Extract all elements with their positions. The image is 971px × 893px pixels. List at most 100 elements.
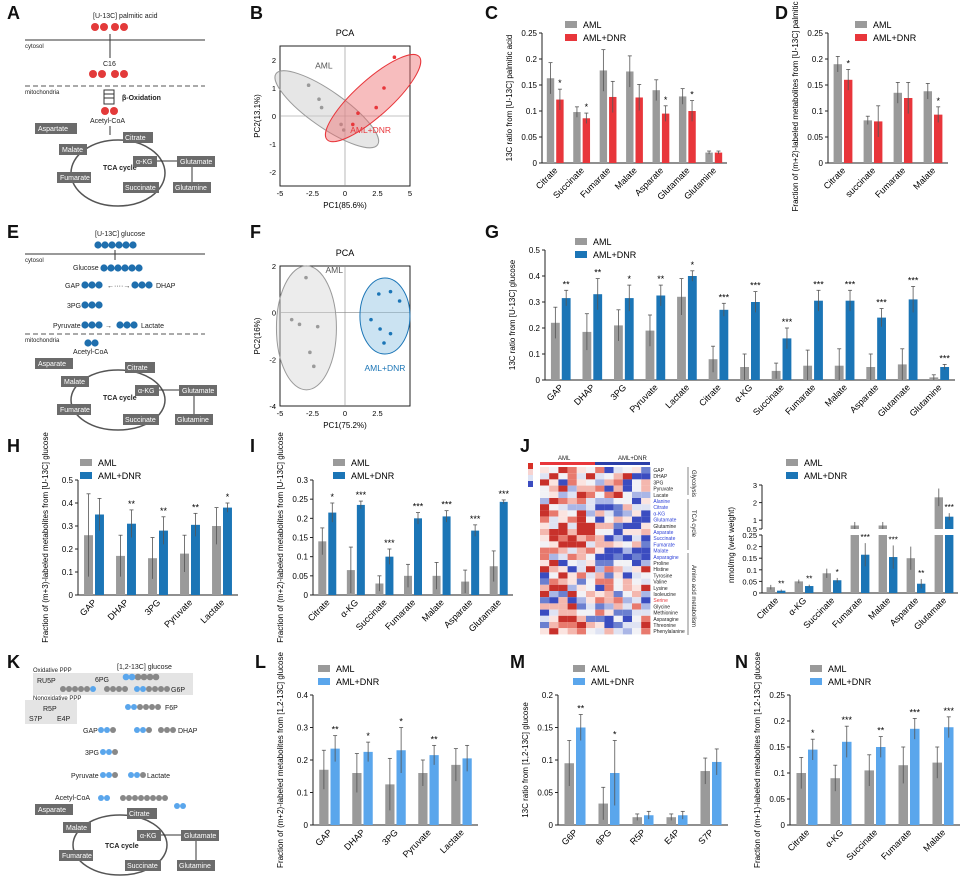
legend-label-aml: AML	[336, 664, 355, 674]
pca-point	[317, 97, 321, 101]
heatmap-cell	[567, 510, 577, 517]
heatmap-cell	[604, 609, 614, 616]
significance-mark: ***	[384, 538, 395, 548]
heatmap-cell	[586, 498, 596, 505]
chart-f-pca: PCA -5 -2.5 0 2.5 -4 -2 0 2 PC1(75.2%) PC2(16%) AML…	[253, 248, 411, 430]
significance-mark: *	[226, 492, 230, 502]
bar-dnr	[719, 309, 729, 380]
heatmap-cell	[641, 473, 651, 480]
heatmap-cell	[549, 591, 559, 598]
legend-label-dnr: AML+DNR	[591, 677, 635, 687]
y-tick-label: 1	[272, 84, 276, 93]
heatmap-row-label: Asparate	[653, 530, 673, 536]
heatmap-cell	[632, 510, 642, 517]
heatmap-cell	[632, 566, 642, 573]
y-tick-label: 0	[536, 376, 541, 385]
y-tick-label: 0.25	[292, 495, 308, 504]
beta-oxidation-icon	[103, 89, 115, 105]
heatmap-cell	[622, 572, 632, 579]
heatmap-cell	[595, 516, 605, 523]
heatmap-cell	[567, 504, 577, 511]
heatmap-cell	[558, 491, 568, 498]
bar-dnr	[223, 507, 232, 595]
heatmap-cell	[632, 535, 642, 542]
bar-dnr	[191, 524, 200, 595]
legend-swatch-dnr	[786, 472, 798, 479]
heatmap-cell	[567, 479, 577, 486]
heatmap-cell	[641, 485, 651, 492]
legend-swatch-dnr	[855, 34, 867, 41]
heatmap-cell	[641, 603, 651, 610]
x-tick-label: Citrate	[786, 827, 812, 853]
heatmap-cell	[632, 560, 642, 567]
heatmap-cell	[586, 547, 596, 554]
heatmap-cell	[576, 603, 586, 610]
y-axis-label: Fraction of (m+1)-labeled metabolites fr…	[753, 652, 762, 868]
heatmap-cell	[613, 535, 623, 542]
heatmap-row-label: Malate	[653, 549, 668, 555]
heatmap-cell	[595, 560, 605, 567]
x-axis-label: PC1(85.6%)	[323, 201, 367, 210]
bar-dnr	[845, 300, 855, 380]
diagram-a-acetyl: Acetyl-CoA	[90, 118, 125, 125]
heatmap-cell	[567, 541, 577, 548]
y-tick-label: -1	[269, 140, 276, 149]
heatmap-cell	[613, 597, 623, 604]
chart-i-bar: AML AML+DNR 0 0.05 0.1 0.15 0.2 0.25 0.3 Fraction…	[276, 432, 513, 643]
legend-swatch-dnr	[565, 34, 577, 41]
pca-point	[377, 292, 381, 296]
heatmap-cell	[641, 553, 651, 560]
heatmap-cell	[558, 584, 568, 591]
legend-label-aml: AML	[828, 664, 847, 674]
heatmap-cell	[622, 628, 632, 635]
significance-mark: **	[594, 268, 602, 278]
heatmap-cell	[586, 572, 596, 579]
y-tick-label: 0.1	[529, 350, 541, 359]
bar-aml	[451, 764, 461, 825]
heatmap-cell	[540, 504, 550, 511]
heatmap-cell	[576, 522, 586, 529]
significance-mark: **	[918, 569, 924, 578]
heatmap-cell	[558, 535, 568, 542]
bar-dnr	[889, 557, 898, 593]
bar-dnr	[945, 535, 954, 593]
bar-aml	[550, 322, 560, 380]
heatmap-cell	[549, 473, 559, 480]
heatmap-cell	[632, 473, 642, 480]
heatmap-cell	[632, 622, 642, 629]
heatmap-row-label: Histine	[653, 567, 669, 573]
diagram-k-pyruvate: Pyruvate	[71, 773, 99, 780]
heatmap-row-label: Glutamate	[653, 518, 676, 524]
heatmap-cell	[641, 541, 651, 548]
diagram-k-box-6: Succinate	[127, 863, 158, 870]
heatmap-cell	[622, 467, 632, 474]
panel-label-d: D	[775, 3, 788, 23]
diagram-k-nonox: Nonoxidative PPP	[33, 696, 81, 702]
heatmap-cell	[540, 547, 550, 554]
legend-swatch-aml	[786, 459, 798, 466]
heatmap-colorbar	[528, 463, 533, 487]
confidence-ellipse-aml	[275, 265, 337, 391]
diagram-k-lactate: Lactate	[147, 773, 170, 780]
bar-aml	[833, 64, 842, 163]
heatmap-cell	[567, 547, 577, 554]
diagram-e-gap: GAP	[65, 283, 80, 290]
heatmap-cell	[632, 553, 642, 560]
pca-point	[304, 275, 308, 280]
x-tick-label: S7P	[696, 827, 715, 846]
diagram-e-3pg: 3PG	[67, 303, 81, 310]
y-tick-label: 0.15	[292, 534, 308, 543]
bar-aml	[898, 765, 908, 825]
bar-dnr	[356, 504, 365, 595]
diagram-e-box-3: α-KG	[138, 388, 155, 395]
legend-N: AML AML+DNR	[810, 664, 872, 687]
heatmap-cell	[604, 566, 614, 573]
heatmap-cell	[604, 516, 614, 523]
significance-mark: ***	[413, 502, 424, 512]
chart-g-bar: AML AML+DNR 0 0.1 0.2 0.3 0.4 0.5 13C ratio from…	[508, 237, 955, 419]
x-tick-label: E4P	[662, 827, 681, 846]
heatmap-cell	[622, 522, 632, 529]
significance-mark: *	[558, 78, 562, 88]
significance-mark: ***	[908, 275, 919, 285]
heatmap-cell	[586, 479, 596, 486]
